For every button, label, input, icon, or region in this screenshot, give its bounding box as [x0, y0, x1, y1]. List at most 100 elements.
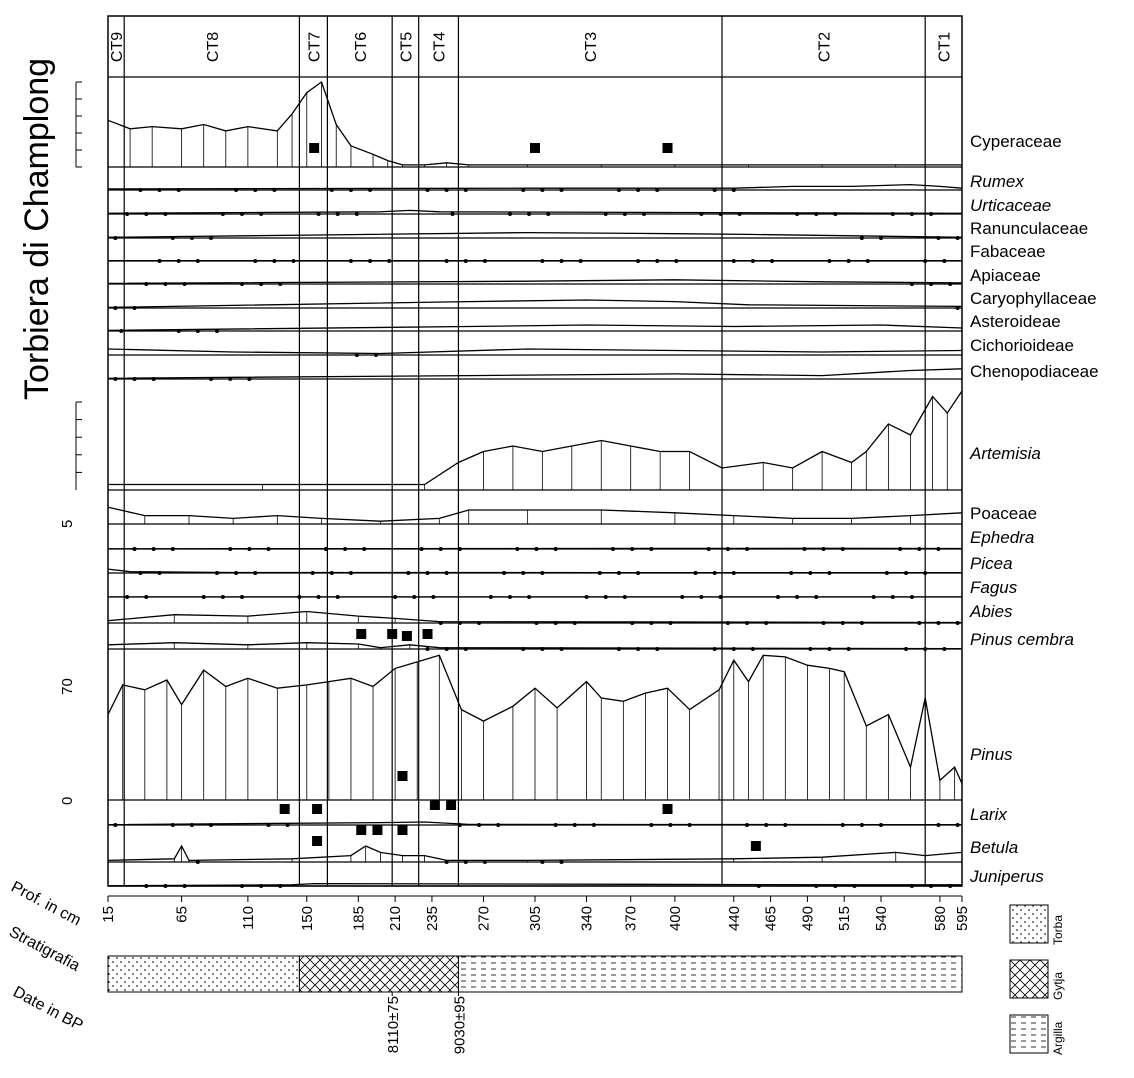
presence-dot	[540, 571, 545, 575]
taxon-label-ranunculaceae: Ranunculaceae	[970, 219, 1088, 238]
presence-dot	[463, 860, 468, 864]
presence-dot	[553, 547, 558, 551]
presence-dot	[444, 188, 449, 192]
taxon-label-larix: Larix	[970, 805, 1007, 824]
legend-label-gytja: Gytja	[1051, 972, 1065, 1000]
strat-unit-torba	[107, 955, 300, 993]
presence-dot	[170, 236, 175, 240]
presence-dot	[687, 823, 692, 827]
zone-label-ct5: CT5	[398, 32, 415, 62]
presence-dot	[450, 212, 455, 216]
presence-dot	[879, 823, 884, 827]
presence-dot	[335, 212, 340, 216]
series-urticaceae: Urticaceae	[107, 196, 1051, 216]
presence-dot	[157, 188, 162, 192]
presence-dot	[789, 571, 794, 575]
presence-dot	[655, 647, 660, 651]
x-tick-label: 210	[387, 906, 404, 931]
series-fabaceae: Fabaceae	[108, 242, 1046, 263]
presence-dot	[496, 823, 501, 827]
presence-dot	[553, 621, 558, 625]
presence-dot	[387, 259, 392, 263]
sample-marker	[750, 841, 761, 851]
series-line	[108, 390, 963, 486]
series-ephedra: Ephedra	[107, 528, 1034, 551]
presence-dot	[521, 188, 526, 192]
presence-dot	[884, 571, 889, 575]
series-line	[107, 299, 963, 309]
series-poaceae: Poaceae	[107, 504, 1037, 525]
taxon-label-urticaceae: Urticaceae	[970, 196, 1051, 215]
series-line	[107, 506, 963, 522]
taxon-tracks: Cyperaceae Rumex Urticaceae Ranunculaceae Fa…	[59, 80, 1099, 888]
presence-dot	[144, 282, 149, 286]
zone-label-ct7: CT7	[306, 32, 323, 62]
presence-dot	[176, 259, 181, 263]
series-line	[107, 844, 963, 862]
presence-dot	[214, 571, 219, 575]
presence-dot	[316, 595, 321, 599]
presence-dot	[182, 282, 187, 286]
sample-marker	[312, 836, 323, 846]
presence-dot	[540, 188, 545, 192]
sample-marker	[279, 804, 290, 814]
series-asteroideae: Asteroideae	[107, 312, 1061, 333]
presence-dot	[846, 259, 851, 263]
sample-marker	[397, 825, 408, 835]
presence-dot	[132, 377, 137, 381]
presence-dot	[228, 547, 233, 551]
pinus-tick-label: 70	[59, 678, 76, 695]
presence-dot	[343, 547, 348, 551]
presence-dot	[693, 571, 698, 575]
presence-dot	[239, 212, 244, 216]
presence-dot	[731, 188, 736, 192]
presence-dot	[578, 259, 583, 263]
presence-dot	[157, 259, 162, 263]
presence-dot	[412, 595, 417, 599]
presence-dot	[209, 377, 214, 381]
presence-dot	[833, 212, 838, 216]
presence-dot	[616, 188, 621, 192]
presence-dot	[534, 621, 539, 625]
taxon-label-pinus: Pinus	[970, 745, 1013, 764]
presence-dot	[362, 547, 367, 551]
presence-dot	[502, 571, 507, 575]
x-tick-label: 305	[527, 906, 544, 931]
presence-dot	[247, 377, 252, 381]
presence-dot	[603, 595, 608, 599]
presence-dot	[431, 595, 436, 599]
presence-dot	[603, 212, 608, 216]
series-line	[107, 821, 963, 826]
sample-marker	[662, 804, 673, 814]
presence-dot	[463, 647, 468, 651]
presence-dot	[253, 571, 258, 575]
date-label: 9030±95	[451, 996, 468, 1054]
series-line	[107, 279, 963, 285]
presence-dot	[144, 212, 149, 216]
presence-dot	[840, 621, 845, 625]
presence-dot	[770, 259, 775, 263]
presence-dot	[113, 236, 118, 240]
presence-dot	[239, 595, 244, 599]
presence-dot	[649, 621, 654, 625]
series-fill	[108, 368, 962, 379]
plot-border	[107, 15, 963, 887]
series-pinus-cembra: Pinus cembra	[107, 630, 1074, 651]
presence-dot	[507, 212, 512, 216]
presence-dot	[731, 571, 736, 575]
x-tick-label: 110	[240, 906, 257, 930]
presence-dot	[936, 621, 941, 625]
presence-dot	[354, 353, 359, 357]
taxon-label-chenopodiaceae: Chenopodiaceae	[970, 362, 1099, 381]
taxon-label-ephedra: Ephedra	[970, 528, 1034, 547]
series-fill	[108, 822, 962, 825]
presence-dot	[795, 212, 800, 216]
poaceae-tick-label: 5	[59, 520, 76, 528]
presence-dot	[597, 571, 602, 575]
presence-dot	[477, 823, 482, 827]
presence-dot	[488, 595, 493, 599]
presence-dot	[859, 823, 864, 827]
presence-dot	[482, 259, 487, 263]
presence-dot	[680, 595, 685, 599]
series-picea: Picea	[107, 554, 1013, 575]
